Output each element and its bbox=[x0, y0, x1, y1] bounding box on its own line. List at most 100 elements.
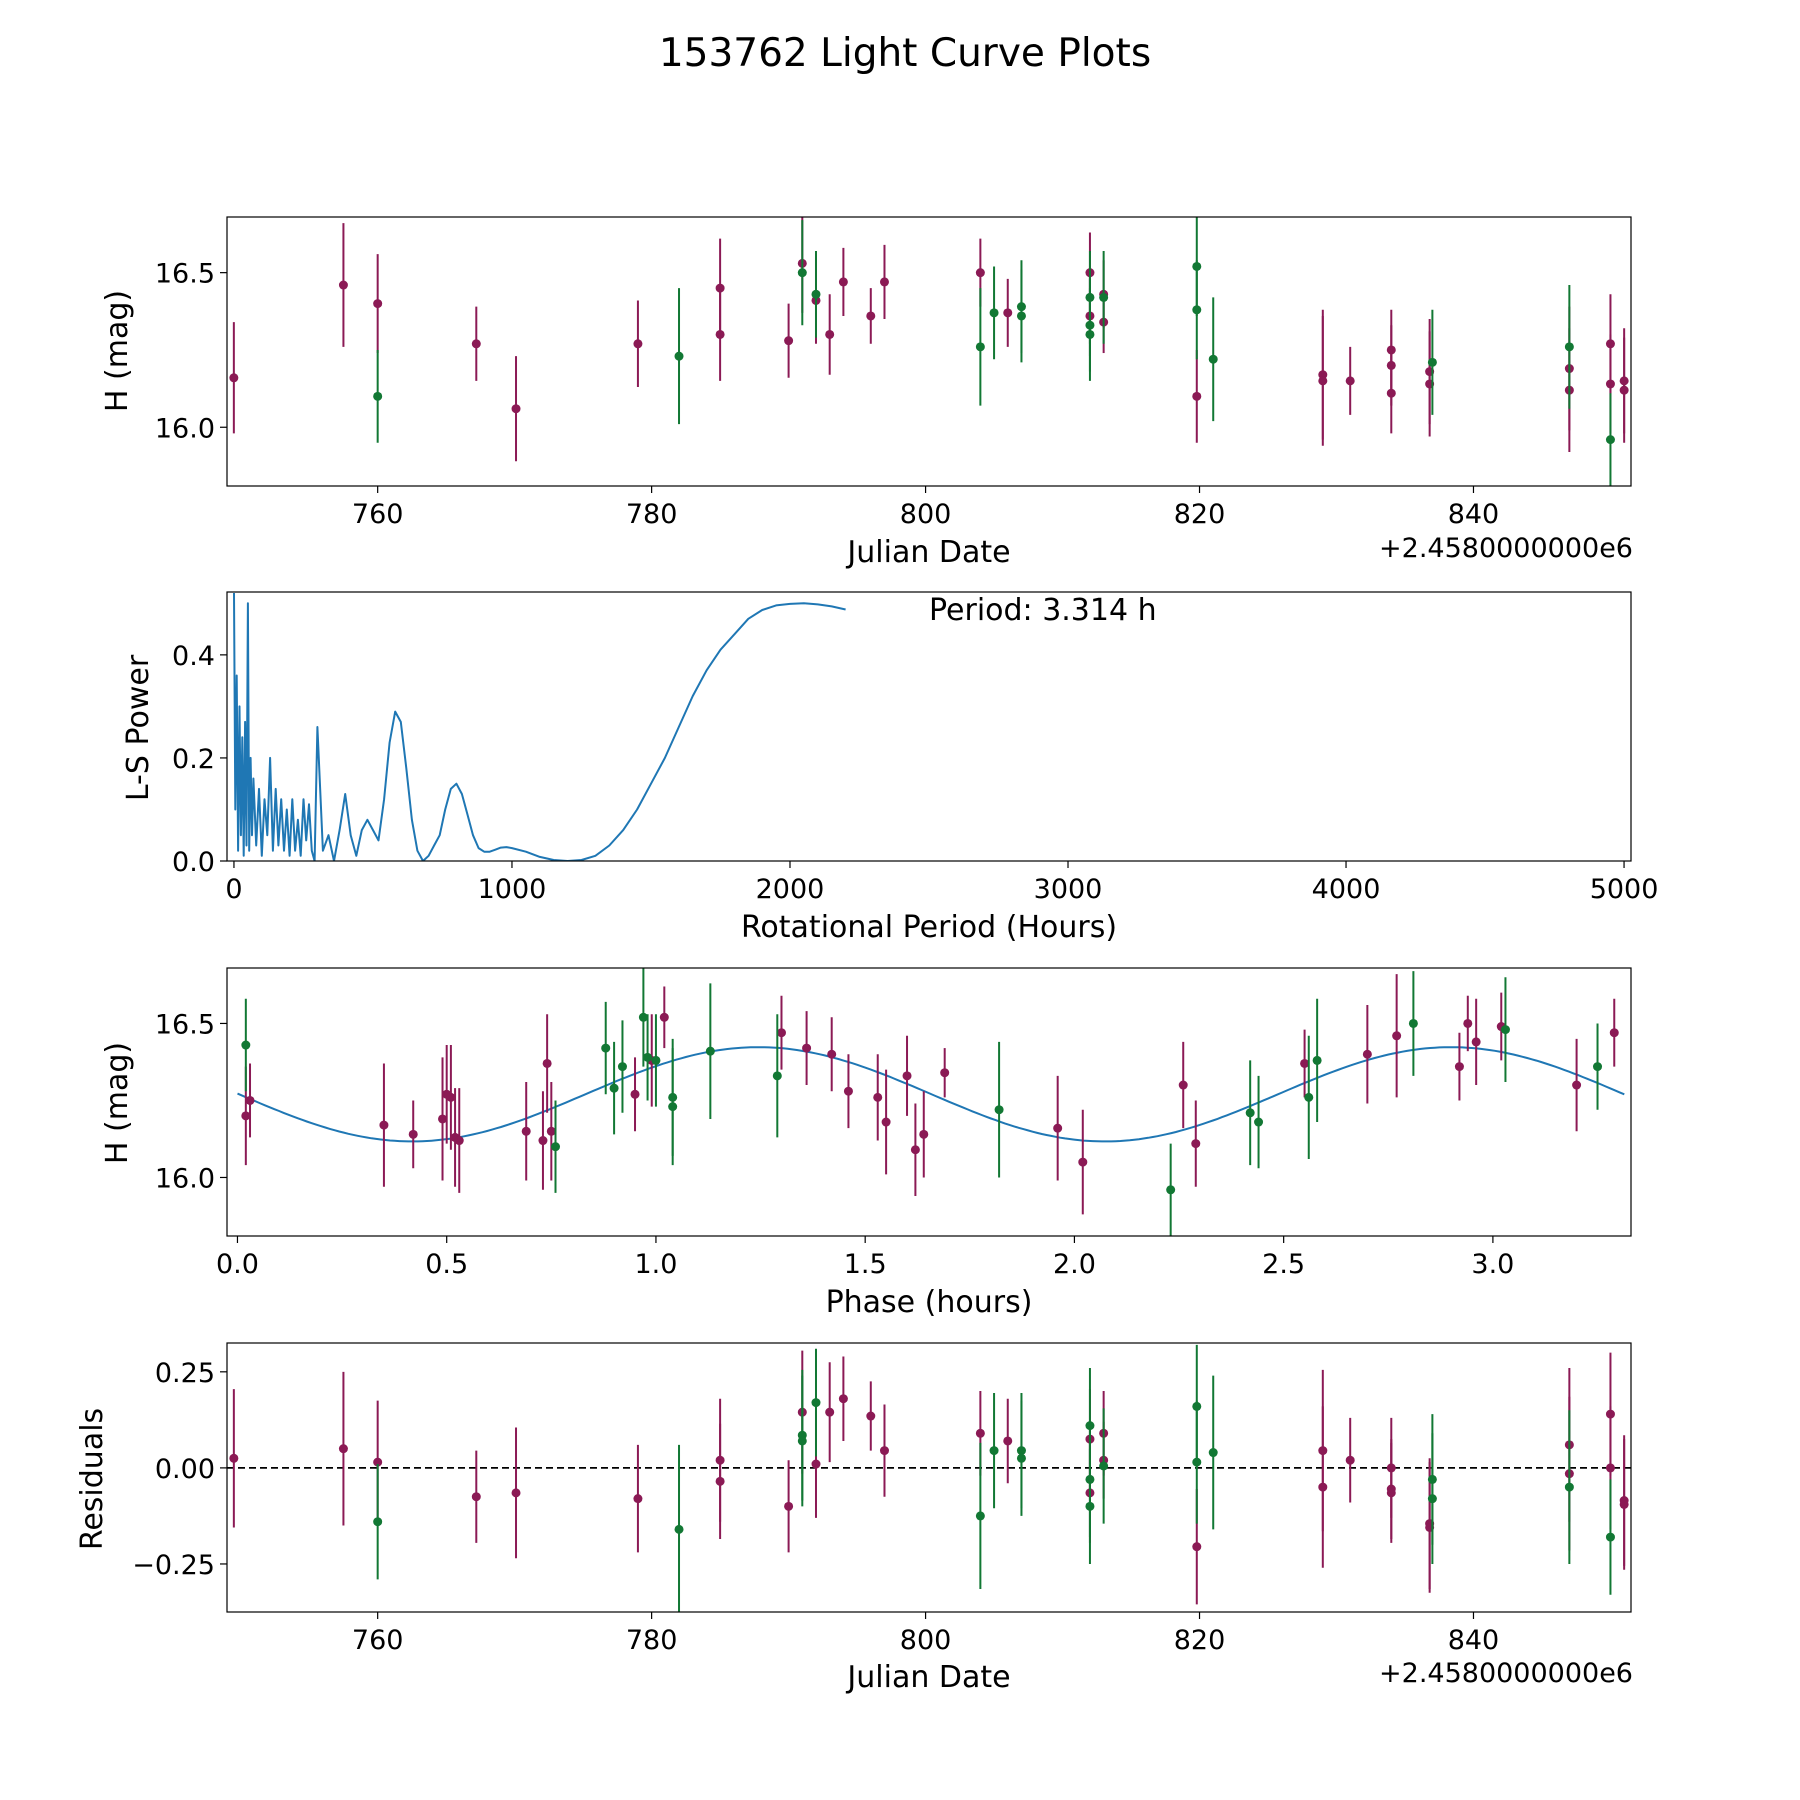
phased-x-axis-label: Phase (hours) bbox=[826, 1285, 1033, 1320]
data-point bbox=[1593, 1062, 1603, 1072]
data-point bbox=[338, 280, 348, 290]
x-tick-label: 840 bbox=[1448, 1625, 1500, 1656]
data-point bbox=[1208, 1448, 1218, 1458]
data-point bbox=[1619, 385, 1629, 395]
data-point bbox=[940, 1068, 950, 1078]
x-tick-label: 2.5 bbox=[1262, 1249, 1305, 1280]
x-tick-label: 5000 bbox=[1590, 874, 1659, 905]
data-point bbox=[1318, 376, 1328, 386]
x-tick-label: 1.5 bbox=[844, 1249, 887, 1280]
data-point bbox=[373, 1517, 383, 1527]
x-tick-label: 1.0 bbox=[634, 1249, 677, 1280]
data-point bbox=[902, 1071, 912, 1081]
data-point bbox=[674, 351, 684, 361]
figure-title: 153762 Light Curve Plots bbox=[659, 31, 1151, 76]
data-point bbox=[1386, 1488, 1396, 1498]
data-point bbox=[546, 1126, 556, 1136]
data-point bbox=[843, 1086, 853, 1096]
x-tick-label: 840 bbox=[1448, 499, 1500, 530]
x-tick-label: 2.0 bbox=[1053, 1249, 1096, 1280]
data-point bbox=[975, 342, 985, 352]
data-point bbox=[241, 1111, 251, 1121]
x-tick-label: 820 bbox=[1174, 499, 1226, 530]
data-point bbox=[975, 1511, 985, 1521]
data-point bbox=[373, 299, 383, 309]
data-point bbox=[776, 1028, 786, 1038]
data-point bbox=[633, 1494, 643, 1504]
data-point bbox=[811, 289, 821, 299]
y-tick-label: 16.0 bbox=[155, 1163, 215, 1194]
data-point bbox=[1605, 435, 1615, 445]
data-point bbox=[1362, 1049, 1372, 1059]
data-point bbox=[438, 1114, 448, 1124]
data-point bbox=[668, 1102, 678, 1112]
panel-lightcurve: Julian Date H (mag) +2.4580000000e6 760 7… bbox=[100, 216, 1633, 570]
data-point bbox=[879, 1446, 889, 1456]
data-point bbox=[1392, 1031, 1402, 1041]
data-point bbox=[538, 1136, 548, 1146]
x-tick-label: 3000 bbox=[1034, 874, 1103, 905]
period-annotation: Period: 3.314 h bbox=[929, 593, 1157, 628]
data-point bbox=[674, 1524, 684, 1534]
y-tick-label: 0.25 bbox=[155, 1358, 215, 1389]
data-point bbox=[1619, 1499, 1629, 1509]
y-tick-label: 0.2 bbox=[172, 744, 215, 775]
data-point bbox=[1099, 292, 1109, 302]
x-tick-label: 3.0 bbox=[1471, 1249, 1514, 1280]
data-point bbox=[511, 1488, 521, 1498]
periodogram-y-axis-label: L-S Power bbox=[121, 654, 156, 801]
data-point bbox=[994, 1105, 1004, 1115]
data-point bbox=[827, 1049, 837, 1059]
data-point bbox=[1564, 1482, 1574, 1492]
data-point bbox=[1345, 376, 1355, 386]
data-point bbox=[638, 1012, 648, 1022]
x-tick-label: 0.0 bbox=[216, 1249, 259, 1280]
data-point bbox=[542, 1058, 552, 1068]
data-point bbox=[373, 1457, 383, 1467]
data-point bbox=[825, 1407, 835, 1417]
x-tick-label: 820 bbox=[1174, 1625, 1226, 1656]
data-point bbox=[772, 1071, 782, 1081]
data-point bbox=[1386, 388, 1396, 398]
data-point bbox=[241, 1040, 251, 1050]
y-tick-label: 0.0 bbox=[172, 847, 215, 878]
data-point bbox=[1016, 1453, 1026, 1463]
data-point bbox=[873, 1092, 883, 1102]
y-tick-label: 16.5 bbox=[155, 1009, 215, 1040]
data-point bbox=[511, 404, 521, 414]
data-point bbox=[784, 336, 794, 346]
data-point bbox=[838, 1394, 848, 1404]
data-point bbox=[1463, 1018, 1473, 1028]
data-point bbox=[705, 1046, 715, 1056]
fit-curve bbox=[237, 1046, 1625, 1143]
data-point bbox=[715, 1476, 725, 1486]
data-point bbox=[797, 268, 807, 278]
data-point bbox=[1318, 1482, 1328, 1492]
periodogram-frame bbox=[226, 591, 1632, 862]
data-point bbox=[1500, 1025, 1510, 1035]
data-point bbox=[1085, 1501, 1095, 1511]
x-tick-label: 2000 bbox=[756, 874, 825, 905]
data-point bbox=[1192, 1457, 1202, 1467]
data-point bbox=[879, 277, 889, 287]
data-point bbox=[811, 1398, 821, 1408]
data-point bbox=[1191, 1139, 1201, 1149]
y-tick-label: 0.00 bbox=[155, 1454, 215, 1485]
panel-residuals: Julian Date Residuals +2.4580000000e6 76… bbox=[75, 1342, 1633, 1695]
periodogram-x-axis-label: Rotational Period (Hours) bbox=[741, 910, 1117, 945]
data-point bbox=[1192, 305, 1202, 315]
x-tick-label: 0 bbox=[225, 874, 242, 905]
periodogram-line bbox=[233, 592, 846, 861]
data-point bbox=[659, 1012, 669, 1022]
data-point bbox=[471, 1492, 481, 1502]
x-tick-label: 1000 bbox=[478, 874, 547, 905]
data-point bbox=[1605, 1463, 1615, 1473]
x-tick-label: 780 bbox=[626, 1625, 678, 1656]
y-tick-label: 16.0 bbox=[155, 413, 215, 444]
data-point bbox=[643, 1052, 653, 1062]
data-point bbox=[838, 277, 848, 287]
data-point bbox=[1085, 329, 1095, 339]
data-point bbox=[715, 329, 725, 339]
lightcurve-plot-area bbox=[229, 217, 1629, 486]
